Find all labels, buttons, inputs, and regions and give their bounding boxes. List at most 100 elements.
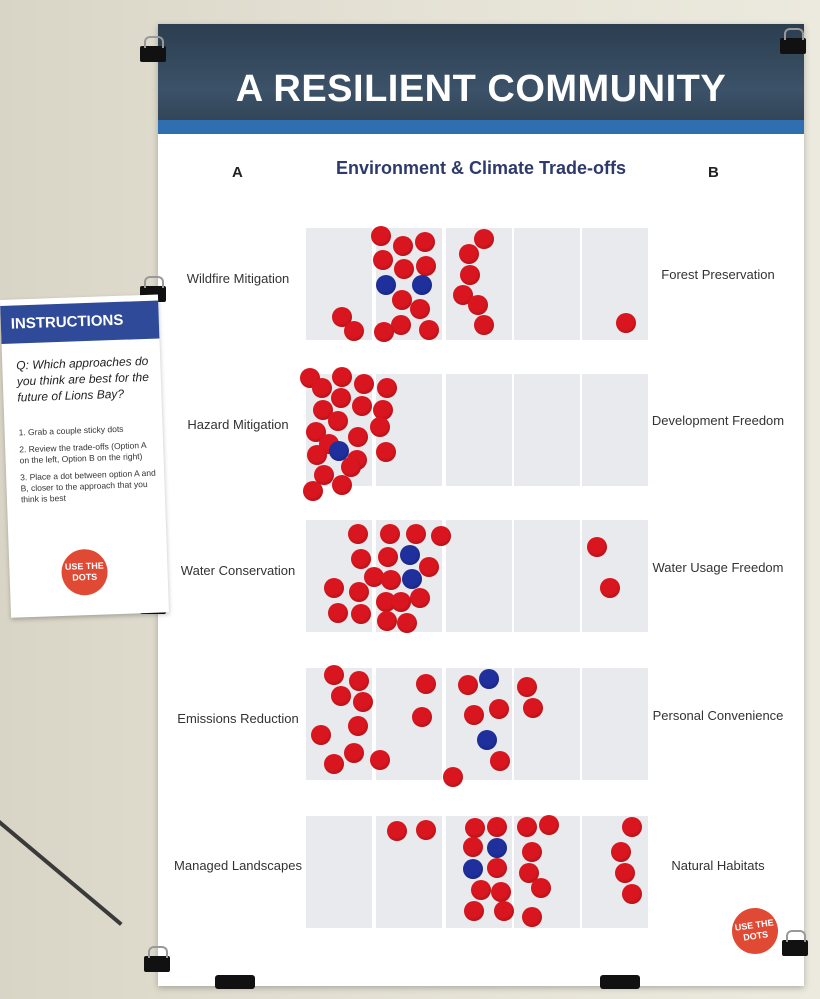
vote-dot-red[interactable] <box>517 677 537 697</box>
vote-dot-red[interactable] <box>373 400 393 420</box>
vote-dot-red[interactable] <box>443 767 463 787</box>
vote-dot-red[interactable] <box>331 686 351 706</box>
vote-dot-red[interactable] <box>349 582 369 602</box>
vote-dot-blue[interactable] <box>329 441 349 461</box>
vote-dot-red[interactable] <box>531 878 551 898</box>
vote-dot-blue[interactable] <box>479 669 499 689</box>
vote-dot-red[interactable] <box>348 716 368 736</box>
vote-dot-blue[interactable] <box>463 859 483 879</box>
vote-dot-red[interactable] <box>344 743 364 763</box>
vote-dot-red[interactable] <box>311 725 331 745</box>
vote-dot-red[interactable] <box>352 396 372 416</box>
vote-dot-red[interactable] <box>474 315 494 335</box>
vote-dot-blue[interactable] <box>487 838 507 858</box>
vote-dot-blue[interactable] <box>376 275 396 295</box>
vote-dot-red[interactable] <box>487 817 507 837</box>
vote-dot-red[interactable] <box>303 481 323 501</box>
vote-dot-red[interactable] <box>381 570 401 590</box>
vote-dot-red[interactable] <box>324 754 344 774</box>
vote-dot-red[interactable] <box>341 457 361 477</box>
vote-dot-red[interactable] <box>517 817 537 837</box>
vote-dot-red[interactable] <box>615 863 635 883</box>
vote-dot-red[interactable] <box>371 226 391 246</box>
vote-dot-red[interactable] <box>460 265 480 285</box>
vote-dot-red[interactable] <box>523 698 543 718</box>
vote-dot-red[interactable] <box>393 236 413 256</box>
vote-dot-red[interactable] <box>416 820 436 840</box>
vote-dot-red[interactable] <box>412 707 432 727</box>
vote-dot-red[interactable] <box>328 411 348 431</box>
vote-dot-red[interactable] <box>622 817 642 837</box>
vote-dot-blue[interactable] <box>400 545 420 565</box>
vote-dot-red[interactable] <box>373 250 393 270</box>
vote-dot-blue[interactable] <box>402 569 422 589</box>
vote-dot-red[interactable] <box>344 321 364 341</box>
vote-dot-red[interactable] <box>471 880 491 900</box>
vote-dot-red[interactable] <box>328 603 348 623</box>
vote-dot-red[interactable] <box>416 256 436 276</box>
vote-dot-red[interactable] <box>463 837 483 857</box>
vote-dot-red[interactable] <box>324 578 344 598</box>
vote-dot-red[interactable] <box>313 400 333 420</box>
vote-dot-red[interactable] <box>370 750 390 770</box>
vote-dot-red[interactable] <box>465 818 485 838</box>
vote-dot-red[interactable] <box>622 884 642 904</box>
vote-dot-red[interactable] <box>611 842 631 862</box>
vote-dot-red[interactable] <box>351 549 371 569</box>
vote-dot-red[interactable] <box>391 592 411 612</box>
vote-dot-red[interactable] <box>370 417 390 437</box>
vote-dot-red[interactable] <box>419 557 439 577</box>
vote-dot-red[interactable] <box>312 378 332 398</box>
vote-dot-red[interactable] <box>377 378 397 398</box>
vote-dot-red[interactable] <box>394 259 414 279</box>
vote-dot-red[interactable] <box>332 475 352 495</box>
vote-dot-red[interactable] <box>392 290 412 310</box>
vote-dot-red[interactable] <box>307 445 327 465</box>
vote-dot-red[interactable] <box>539 815 559 835</box>
vote-dot-red[interactable] <box>391 315 411 335</box>
vote-dot-red[interactable] <box>324 665 344 685</box>
vote-dot-red[interactable] <box>387 821 407 841</box>
vote-dot-red[interactable] <box>377 611 397 631</box>
vote-dot-red[interactable] <box>458 675 478 695</box>
vote-dot-red[interactable] <box>616 313 636 333</box>
vote-dot-red[interactable] <box>376 442 396 462</box>
vote-dot-red[interactable] <box>600 578 620 598</box>
vote-dot-red[interactable] <box>587 537 607 557</box>
vote-dot-red[interactable] <box>522 842 542 862</box>
vote-dot-red[interactable] <box>410 299 430 319</box>
vote-dot-red[interactable] <box>415 232 435 252</box>
vote-dot-red[interactable] <box>490 751 510 771</box>
vote-dot-red[interactable] <box>464 901 484 921</box>
vote-dot-red[interactable] <box>348 524 368 544</box>
vote-dot-red[interactable] <box>416 674 436 694</box>
vote-dot-red[interactable] <box>331 388 351 408</box>
vote-dot-red[interactable] <box>474 229 494 249</box>
vote-dot-red[interactable] <box>397 613 417 633</box>
vote-dot-red[interactable] <box>487 858 507 878</box>
vote-dot-red[interactable] <box>519 863 539 883</box>
vote-dot-red[interactable] <box>494 901 514 921</box>
vote-dot-red[interactable] <box>468 295 488 315</box>
vote-dot-red[interactable] <box>378 547 398 567</box>
vote-dot-red[interactable] <box>364 567 384 587</box>
vote-dot-red[interactable] <box>351 604 371 624</box>
vote-dot-red[interactable] <box>464 705 484 725</box>
vote-dot-red[interactable] <box>353 692 373 712</box>
vote-dot-red[interactable] <box>380 524 400 544</box>
vote-dot-blue[interactable] <box>412 275 432 295</box>
vote-dot-red[interactable] <box>489 699 509 719</box>
vote-dot-red[interactable] <box>314 465 334 485</box>
vote-dot-red[interactable] <box>354 374 374 394</box>
vote-dot-red[interactable] <box>410 588 430 608</box>
vote-dot-red[interactable] <box>332 367 352 387</box>
vote-dot-red[interactable] <box>459 244 479 264</box>
vote-dot-red[interactable] <box>406 524 426 544</box>
vote-dot-red[interactable] <box>522 907 542 927</box>
vote-dot-red[interactable] <box>491 882 511 902</box>
vote-dot-red[interactable] <box>419 320 439 340</box>
vote-dot-blue[interactable] <box>477 730 497 750</box>
vote-dot-red[interactable] <box>348 427 368 447</box>
vote-dot-red[interactable] <box>374 322 394 342</box>
vote-dot-red[interactable] <box>431 526 451 546</box>
